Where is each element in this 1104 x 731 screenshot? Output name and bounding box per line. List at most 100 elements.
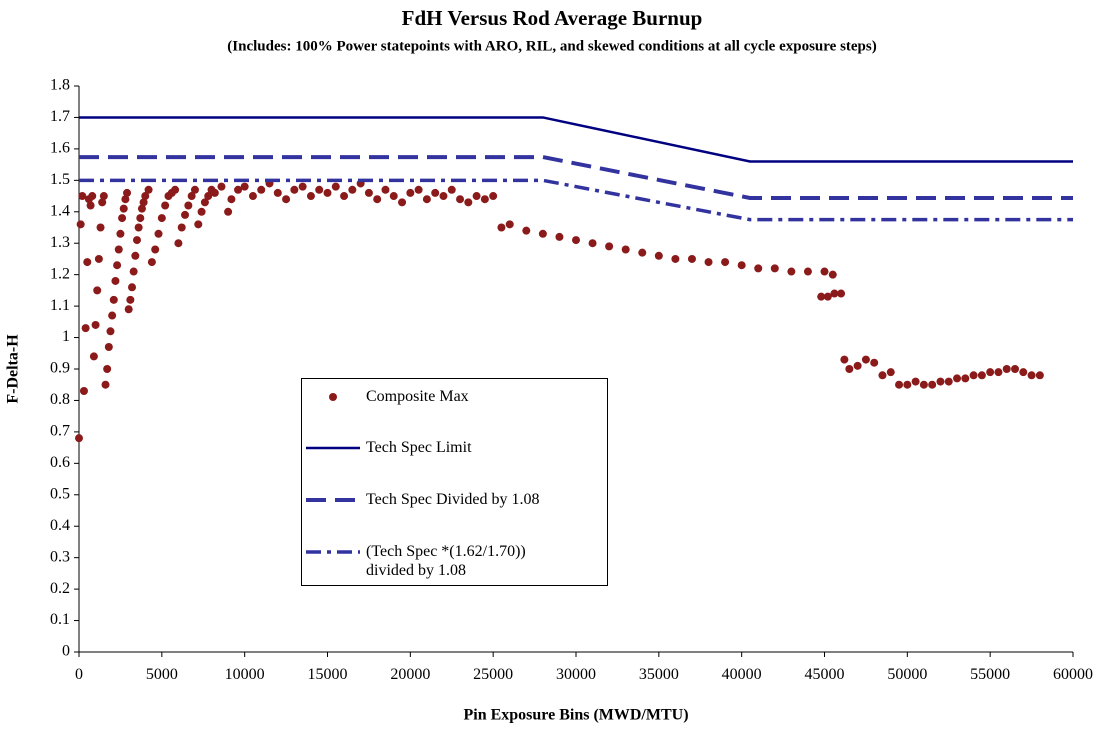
scatter-point [1027, 371, 1036, 380]
scatter-point [870, 358, 879, 367]
y-axis-label: F-Delta-H [5, 334, 22, 404]
scatter-point [298, 182, 307, 191]
scatter-point [787, 267, 796, 276]
scatter-point [103, 365, 112, 373]
scatter-point [94, 254, 103, 263]
y-tick-label: 0.9 [50, 360, 70, 377]
scatter-point [621, 245, 630, 254]
scatter-point [137, 204, 146, 213]
legend-entry: (Tech Spec *(1.62/1.70)) divided by 1.08 [302, 542, 576, 580]
scatter-point [373, 195, 382, 204]
scatter-point [257, 185, 266, 194]
scatter-point [994, 368, 1003, 377]
scatter-point [737, 261, 746, 270]
scatter-point [348, 185, 357, 194]
chart-subtitle: (Includes: 100% Power statepoints with A… [227, 38, 876, 54]
scatter-point [113, 261, 122, 270]
x-tick-label: 30000 [556, 666, 596, 683]
scatter-point [93, 286, 102, 295]
scatter-point [204, 192, 213, 201]
scatter-point [721, 258, 730, 267]
y-tick-label: 0.2 [50, 580, 70, 597]
scatter-point [177, 223, 186, 232]
x-tick-label: 20000 [390, 666, 430, 683]
scatter-point [184, 201, 193, 210]
y-tick-label: 0.4 [50, 517, 70, 534]
scatter-point [464, 198, 473, 207]
scatter-point [969, 371, 978, 380]
legend-entry: Tech Spec Divided by 1.08 [302, 490, 576, 510]
scatter-point [104, 342, 113, 351]
scatter-point [422, 195, 431, 204]
scatter-point [364, 188, 373, 197]
scatter-point [638, 248, 647, 257]
scatter-point [227, 195, 236, 204]
scatter-point [81, 324, 90, 333]
scatter-point [96, 223, 105, 232]
scatter-point [126, 295, 135, 304]
scatter-point [480, 195, 489, 204]
scatter-point [447, 185, 456, 194]
scatter-point [505, 220, 514, 229]
scatter-point [75, 434, 83, 443]
legend-label: Composite Max [366, 388, 469, 405]
y-tick-label: 1 [62, 328, 70, 345]
scatter-point [91, 320, 100, 329]
scatter-point [141, 192, 150, 201]
scatter-point [389, 192, 398, 201]
scatter-point [76, 220, 85, 229]
scatter-point [248, 192, 257, 201]
y-tick-label: 1.7 [50, 108, 70, 125]
scatter-point [919, 380, 928, 389]
scatter-point [114, 245, 123, 254]
scatter-point [803, 267, 812, 276]
y-tick-label: 0.8 [50, 391, 70, 408]
chart-title: FdH Versus Rod Average Burnup [402, 6, 703, 30]
scatter-point [414, 185, 423, 194]
scatter-point [136, 214, 145, 223]
x-tick-label: 10000 [225, 666, 265, 683]
x-axis-label: Pin Exposure Bins (MWD/MTU) [463, 707, 688, 724]
scatter-point [101, 380, 110, 389]
scatter-point [83, 258, 92, 267]
scatter-point [124, 305, 133, 314]
scatter-point [290, 185, 299, 194]
scatter-point [282, 195, 291, 204]
scatter-point [1035, 371, 1044, 380]
scatter-point [944, 377, 953, 386]
scatter-point [456, 195, 465, 204]
scatter-point [1019, 368, 1028, 377]
scatter-point [861, 355, 870, 364]
scatter-point [654, 251, 663, 260]
scatter-point [217, 182, 226, 191]
scatter-point [878, 371, 887, 380]
scatter-point [111, 276, 120, 285]
y-tick-label: 0.6 [50, 454, 70, 471]
scatter-point [928, 380, 937, 389]
scatter-point [194, 220, 203, 229]
x-tick-label: 15000 [308, 666, 348, 683]
x-tick-label: 5000 [146, 666, 178, 683]
scatter-point [116, 229, 125, 238]
scatter-point [240, 182, 249, 191]
y-tick-label: 1.8 [50, 77, 70, 94]
scatter-point [1011, 365, 1020, 373]
scatter-point [911, 377, 920, 386]
line-series [79, 178, 1073, 222]
scatter-point [131, 251, 140, 260]
scatter-point [830, 289, 839, 298]
scatter-point [121, 195, 130, 204]
scatter-point [817, 292, 826, 301]
scatter-point [144, 185, 153, 194]
scatter-point [588, 239, 597, 248]
scatter-point [820, 267, 829, 276]
scatter-point [823, 292, 832, 301]
legend: Composite Max Tech Spec Limit Tech Spec Di… [301, 378, 608, 586]
scatter-point [977, 371, 986, 380]
scatter-point [108, 311, 117, 320]
x-tick-label: 25000 [473, 666, 513, 683]
scatter-point [128, 283, 137, 292]
scatter-point [704, 258, 713, 267]
